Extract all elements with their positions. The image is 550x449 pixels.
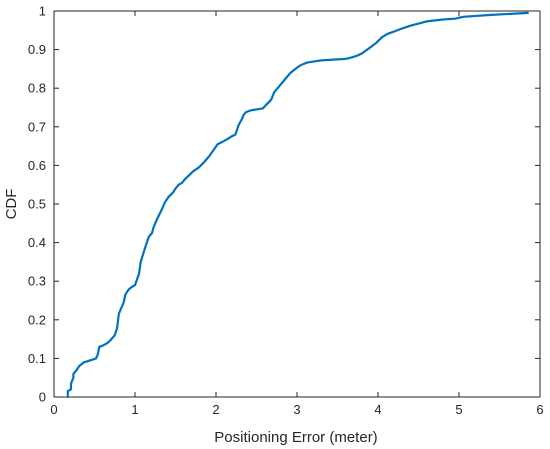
y-axis-label: CDF bbox=[3, 189, 20, 220]
y-axis-ticks: 0 0.1 0.2 0.3 0.4 0.5 0.6 0.7 0.8 0.9 1 bbox=[28, 4, 540, 405]
cdf-series-line bbox=[66, 11, 529, 399]
y-tick-label: 0.7 bbox=[28, 119, 46, 134]
y-tick-label: 0 bbox=[39, 390, 46, 405]
x-tick-label: 5 bbox=[455, 402, 462, 417]
y-tick-label: 0.3 bbox=[28, 274, 46, 289]
y-tick-label: 0.1 bbox=[28, 351, 46, 366]
x-tick-label: 6 bbox=[536, 402, 543, 417]
x-tick-label: 0 bbox=[50, 402, 57, 417]
x-tick-label: 3 bbox=[293, 402, 300, 417]
y-tick-label: 1 bbox=[39, 4, 46, 19]
plot-border bbox=[53, 10, 541, 398]
x-tick-label: 4 bbox=[374, 402, 381, 417]
series-layer bbox=[66, 11, 529, 399]
x-axis-ticks: 0 1 2 3 4 5 6 bbox=[50, 11, 544, 417]
y-tick-label: 0.8 bbox=[28, 81, 46, 96]
y-tick-label: 0.2 bbox=[28, 312, 46, 327]
x-tick-label: 2 bbox=[212, 402, 219, 417]
y-tick-label: 0.4 bbox=[28, 235, 46, 250]
y-tick-label: 0.6 bbox=[28, 158, 46, 173]
plot-frame bbox=[53, 10, 541, 398]
y-tick-label: 0.5 bbox=[28, 197, 46, 212]
x-tick-label: 1 bbox=[131, 402, 138, 417]
y-tick-label: 0.9 bbox=[28, 42, 46, 57]
x-axis-label: Positioning Error (meter) bbox=[214, 429, 377, 446]
